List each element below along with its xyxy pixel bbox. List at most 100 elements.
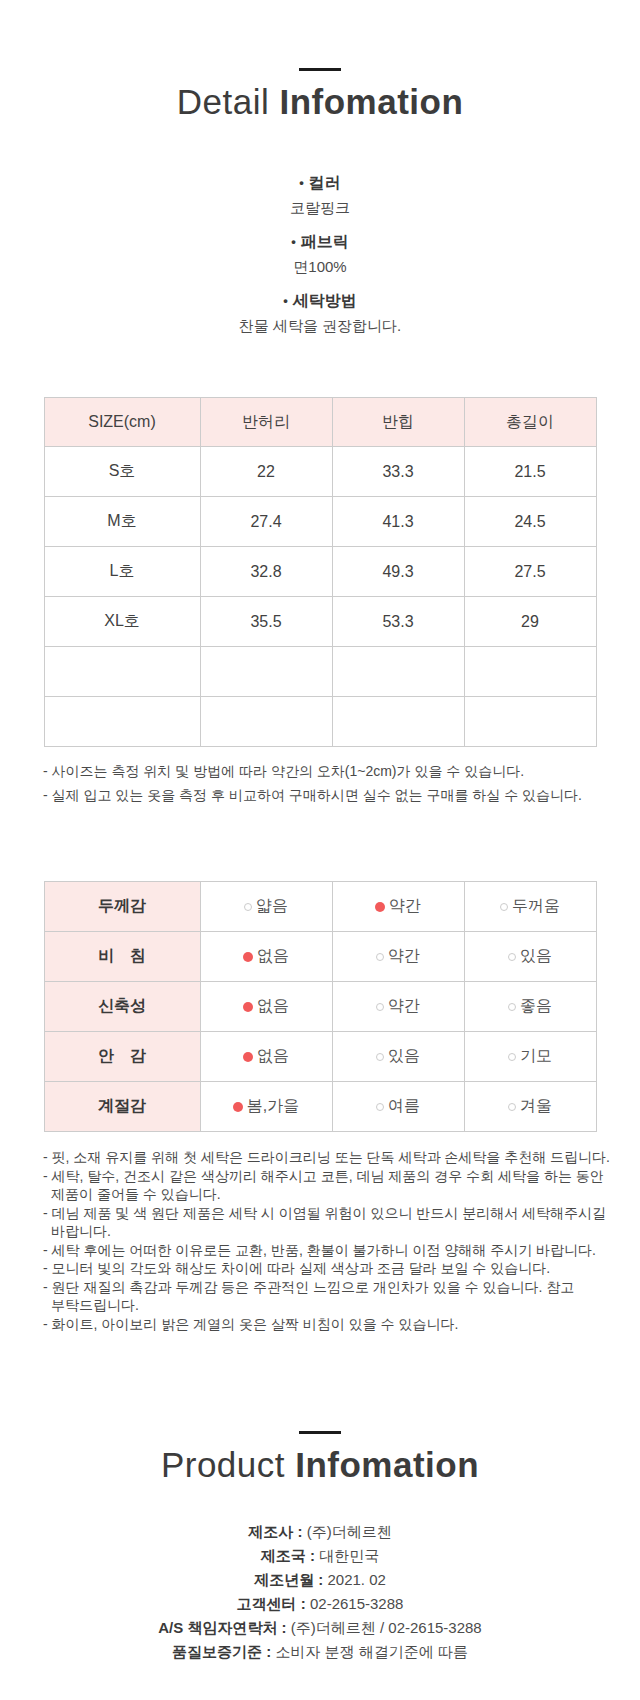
product-field-label: 제조사 : xyxy=(248,1523,302,1540)
spec-color-label: •컬러 xyxy=(0,174,640,192)
attr-option-cell: 있음 xyxy=(332,1032,464,1082)
attr-option-cell: 있음 xyxy=(464,932,596,982)
size-cell: 41.3 xyxy=(332,497,464,547)
attr-option-text: 없음 xyxy=(257,996,289,1017)
attr-option-text: 있음 xyxy=(388,1046,420,1067)
radio-dot-icon xyxy=(244,903,252,911)
size-cell: 27.4 xyxy=(200,497,332,547)
spec-list: •컬러 코랄핑크 •패브릭 면100% •세탁방법 찬물 세탁을 권장합니다. xyxy=(0,174,640,334)
product-field-value: 02-2615-3288 xyxy=(310,1595,403,1612)
attr-label: 신축성 xyxy=(44,982,200,1032)
care-note: - 세탁 후에는 어떠한 이유로든 교환, 반품, 환불이 불가하니 이점 양해… xyxy=(43,1241,640,1260)
attr-option-cell: 약간 xyxy=(332,982,464,1032)
product-title-rule xyxy=(299,1431,341,1434)
bullet-icon: • xyxy=(299,175,304,190)
size-notes: - 사이즈는 측정 위치 및 방법에 따라 약간의 오차(1~2cm)가 있을 … xyxy=(43,759,603,807)
radio-dot-icon xyxy=(508,1103,516,1111)
attr-row-sheerness: 비 침 없음 약간 있음 xyxy=(44,932,596,982)
attr-option-text: 없음 xyxy=(257,946,289,967)
attr-row-elasticity: 신축성 없음 약간 좋음 xyxy=(44,982,596,1032)
detail-title-light: Detail xyxy=(177,82,269,121)
attr-label: 계절감 xyxy=(44,1082,200,1132)
care-note: - 세탁, 탈수, 건조시 같은 색상끼리 해주시고 코튼, 데님 제품의 경우… xyxy=(43,1167,640,1204)
detail-title-rule xyxy=(299,68,341,71)
size-note: - 사이즈는 측정 위치 및 방법에 따라 약간의 오차(1~2cm)가 있을 … xyxy=(43,759,603,783)
attr-label: 안 감 xyxy=(44,1032,200,1082)
size-cell xyxy=(44,647,200,697)
size-cell: 24.5 xyxy=(464,497,596,547)
radio-dot-icon xyxy=(376,1003,384,1011)
radio-dot-icon xyxy=(243,1052,253,1062)
attr-option-cell: 없음 xyxy=(200,1032,332,1082)
attr-row-lining: 안 감 없음 있음 기모 xyxy=(44,1032,596,1082)
product-field-label: A/S 책임자연락처 : xyxy=(158,1619,286,1636)
product-field-callcenter: 고객센터 : 02-2615-3288 xyxy=(0,1592,640,1616)
spec-wash-label-text: 세탁방법 xyxy=(293,292,357,309)
attr-option-text: 기모 xyxy=(520,1046,552,1067)
radio-dot-icon xyxy=(243,1002,253,1012)
care-note: - 원단 재질의 촉감과 두께감 등은 주관적인 느낌으로 개인차가 있을 수 … xyxy=(43,1278,640,1315)
spec-fabric-label-text: 패브릭 xyxy=(301,233,349,250)
attr-option-cell: 두꺼움 xyxy=(464,882,596,932)
product-section-title: Product Infomation xyxy=(0,1445,640,1485)
attr-row-thickness: 두께감 얇음 약간 두꺼움 xyxy=(44,882,596,932)
attr-option-text: 여름 xyxy=(388,1096,420,1117)
size-cell: 33.3 xyxy=(332,447,464,497)
product-detail-page: Detail Infomation •컬러 코랄핑크 •패브릭 면100% •세… xyxy=(0,0,640,1700)
attr-option-cell: 좋음 xyxy=(464,982,596,1032)
product-field-label: 제조국 : xyxy=(261,1547,315,1564)
bullet-icon: • xyxy=(291,234,296,249)
spec-wash-label: •세탁방법 xyxy=(0,292,640,310)
size-cell: M호 xyxy=(44,497,200,547)
detail-title-bold: Infomation xyxy=(279,82,463,121)
attr-option-text: 약간 xyxy=(389,896,421,917)
product-field-label: 품질보증기준 : xyxy=(172,1643,271,1660)
size-cell: 27.5 xyxy=(464,547,596,597)
size-cell xyxy=(44,697,200,747)
size-cell: XL호 xyxy=(44,597,200,647)
spec-fabric-value: 면100% xyxy=(0,258,640,275)
radio-dot-icon xyxy=(376,1053,384,1061)
attr-option-cell: 얇음 xyxy=(200,882,332,932)
spec-fabric: • 패브릭 면100% xyxy=(0,233,640,275)
care-notes: - 핏, 소재 유지를 위해 첫 세탁은 드라이크리닝 또는 단독 세탁과 손세… xyxy=(43,1148,640,1333)
size-cell xyxy=(464,647,596,697)
size-row-empty xyxy=(44,647,596,697)
size-cell: 35.5 xyxy=(200,597,332,647)
size-note: - 실제 입고 있는 옷을 측정 후 비교하여 구매하시면 실수 없는 구매를 … xyxy=(43,783,603,807)
radio-dot-icon xyxy=(508,1003,516,1011)
care-note: - 핏, 소재 유지를 위해 첫 세탁은 드라이크리닝 또는 단독 세탁과 손세… xyxy=(43,1148,640,1167)
attr-label: 두께감 xyxy=(44,882,200,932)
product-field-country: 제조국 : 대한민국 xyxy=(0,1544,640,1568)
spec-fabric-label: • 패브릭 xyxy=(0,233,640,251)
product-field-label: 제조년월 : xyxy=(254,1571,323,1588)
attr-row-season: 계절감 봄,가을 여름 겨울 xyxy=(44,1082,596,1132)
size-row-empty xyxy=(44,697,596,747)
size-cell: 21.5 xyxy=(464,447,596,497)
size-cell: 29 xyxy=(464,597,596,647)
attr-option-text: 약간 xyxy=(388,996,420,1017)
size-cell xyxy=(332,647,464,697)
product-field-value: 2021. 02 xyxy=(327,1571,385,1588)
size-cell xyxy=(200,647,332,697)
size-cell: L호 xyxy=(44,547,200,597)
radio-dot-icon xyxy=(376,1103,384,1111)
attr-option-cell: 약간 xyxy=(332,882,464,932)
detail-section-title: Detail Infomation xyxy=(0,82,640,122)
size-cell xyxy=(200,697,332,747)
attr-option-cell: 기모 xyxy=(464,1032,596,1082)
attr-option-text: 있음 xyxy=(520,946,552,967)
attr-option-cell: 봄,가을 xyxy=(200,1082,332,1132)
attr-label: 비 침 xyxy=(44,932,200,982)
product-field-value: (주)더헤르첸 xyxy=(307,1523,392,1540)
attr-option-text: 봄,가을 xyxy=(247,1096,299,1117)
radio-dot-icon xyxy=(376,953,384,961)
attr-option-cell: 없음 xyxy=(200,982,332,1032)
size-col-header: 반허리 xyxy=(200,398,332,447)
radio-dot-icon xyxy=(508,1053,516,1061)
size-cell: S호 xyxy=(44,447,200,497)
size-col-header: 총길이 xyxy=(464,398,596,447)
care-note: - 데님 제품 및 색 원단 제품은 세탁 시 이염될 위험이 있으니 반드시 … xyxy=(43,1204,640,1241)
size-row-l: L호 32.8 49.3 27.5 xyxy=(44,547,596,597)
attr-option-text: 겨울 xyxy=(520,1096,552,1117)
